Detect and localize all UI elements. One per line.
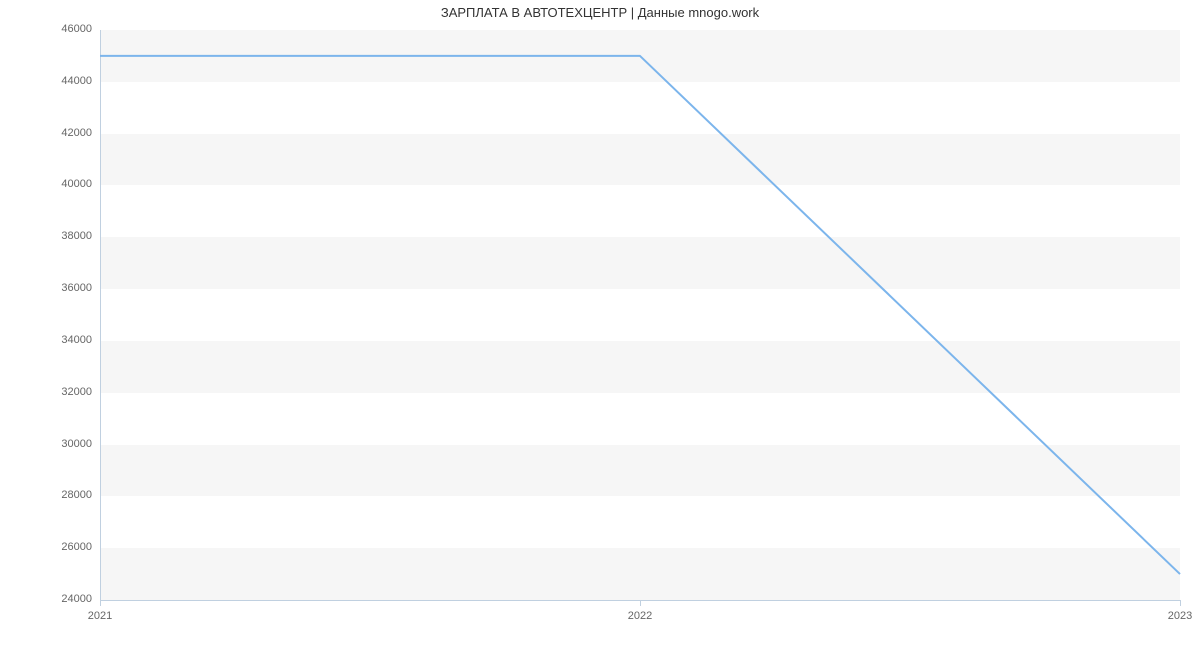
y-tick-label: 32000 [42,386,92,398]
y-tick-label: 28000 [42,489,92,501]
y-tick-label: 24000 [42,593,92,605]
salary-chart: ЗАРПЛАТА В АВТОТЕХЦЕНТР | Данные mnogo.w… [0,0,1200,650]
y-tick-label: 46000 [42,23,92,35]
salary-line [100,56,1180,574]
y-tick-label: 30000 [42,438,92,450]
line-series-layer [100,30,1180,600]
y-tick-label: 26000 [42,541,92,553]
plot-area: 2400026000280003000032000340003600038000… [100,30,1180,600]
x-tick-mark [640,600,641,606]
y-tick-label: 34000 [42,334,92,346]
chart-title: ЗАРПЛАТА В АВТОТЕХЦЕНТР | Данные mnogo.w… [0,5,1200,20]
y-tick-label: 38000 [42,230,92,242]
x-tick-label: 2021 [70,610,130,622]
x-tick-label: 2023 [1150,610,1200,622]
y-tick-label: 44000 [42,75,92,87]
y-tick-label: 36000 [42,282,92,294]
y-tick-label: 42000 [42,127,92,139]
x-tick-label: 2022 [610,610,670,622]
x-tick-mark [100,600,101,606]
y-tick-label: 40000 [42,178,92,190]
x-tick-mark [1180,600,1181,606]
